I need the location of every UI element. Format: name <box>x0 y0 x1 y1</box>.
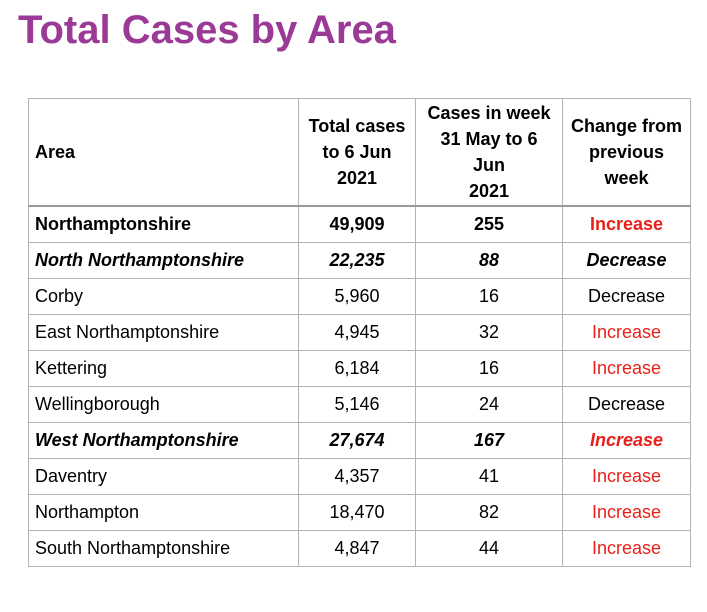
table-row: Kettering 6,184 16 Increase <box>28 350 691 387</box>
cases-in-week-cell: 16 <box>415 278 563 315</box>
table-row: East Northamptonshire 4,945 32 Increase <box>28 314 691 351</box>
change-cell: Decrease <box>562 242 691 279</box>
table-row: Northamptonshire 49,909 255 Increase <box>28 205 691 243</box>
cases-table: Area Total cases to 6 Jun 2021 Cases in … <box>28 98 691 567</box>
change-cell: Increase <box>562 314 691 351</box>
area-cell: North Northamptonshire <box>28 242 299 279</box>
area-cell: Daventry <box>28 458 299 495</box>
change-cell: Decrease <box>562 278 691 315</box>
header-week-line2: 31 May to 6 Jun <box>440 129 538 175</box>
cases-in-week-cell: 24 <box>415 386 563 423</box>
total-cases-cell: 27,674 <box>298 422 416 459</box>
table-header-row: Area Total cases to 6 Jun 2021 Cases in … <box>28 98 691 207</box>
total-cases-cell: 18,470 <box>298 494 416 531</box>
cases-in-week-cell: 255 <box>415 205 563 243</box>
header-week-line1: Cases in week <box>427 103 551 123</box>
header-change-line2: previous <box>588 142 665 162</box>
table-row: Northampton 18,470 82 Increase <box>28 494 691 531</box>
header-cases-in-week: Cases in week 31 May to 6 Jun 2021 <box>415 98 563 207</box>
total-cases-cell: 22,235 <box>298 242 416 279</box>
page-title: Total Cases by Area <box>18 8 396 52</box>
change-cell: Increase <box>562 422 691 459</box>
area-cell: Kettering <box>28 350 299 387</box>
header-change: Change from previous week <box>562 98 691 207</box>
area-cell: Wellingborough <box>28 386 299 423</box>
header-change-line1: Change from <box>570 116 682 136</box>
total-cases-cell: 4,847 <box>298 530 416 567</box>
table-row: Daventry 4,357 41 Increase <box>28 458 691 495</box>
change-cell: Increase <box>562 494 691 531</box>
change-cell: Increase <box>562 530 691 567</box>
total-cases-cell: 4,357 <box>298 458 416 495</box>
cases-in-week-cell: 82 <box>415 494 563 531</box>
header-total-line1: Total cases <box>308 116 406 136</box>
total-cases-cell: 6,184 <box>298 350 416 387</box>
total-cases-cell: 49,909 <box>298 205 416 243</box>
cases-in-week-cell: 16 <box>415 350 563 387</box>
area-cell: Corby <box>28 278 299 315</box>
change-cell: Increase <box>562 205 691 243</box>
header-area: Area <box>28 98 299 207</box>
table-row: Corby 5,960 16 Decrease <box>28 278 691 315</box>
cases-in-week-cell: 167 <box>415 422 563 459</box>
table-row: South Northamptonshire 4,847 44 Increase <box>28 530 691 567</box>
cases-in-week-cell: 41 <box>415 458 563 495</box>
change-cell: Decrease <box>562 386 691 423</box>
header-week-line3: 2021 <box>468 181 510 201</box>
area-cell: Northamptonshire <box>28 205 299 243</box>
header-total-line3: 2021 <box>336 168 378 188</box>
cases-in-week-cell: 88 <box>415 242 563 279</box>
table-row: Wellingborough 5,146 24 Decrease <box>28 386 691 423</box>
header-area-label: Area <box>35 142 76 162</box>
header-change-line3: week <box>604 168 649 188</box>
header-total-line2: to 6 Jun <box>322 142 392 162</box>
total-cases-cell: 5,960 <box>298 278 416 315</box>
change-cell: Increase <box>562 350 691 387</box>
table-row: North Northamptonshire 22,235 88 Decrease <box>28 242 691 279</box>
cases-in-week-cell: 44 <box>415 530 563 567</box>
total-cases-cell: 5,146 <box>298 386 416 423</box>
header-total-cases: Total cases to 6 Jun 2021 <box>298 98 416 207</box>
total-cases-cell: 4,945 <box>298 314 416 351</box>
area-cell: Northampton <box>28 494 299 531</box>
area-cell: South Northamptonshire <box>28 530 299 567</box>
area-cell: East Northamptonshire <box>28 314 299 351</box>
area-cell: West Northamptonshire <box>28 422 299 459</box>
cases-in-week-cell: 32 <box>415 314 563 351</box>
table-row: West Northamptonshire 27,674 167 Increase <box>28 422 691 459</box>
change-cell: Increase <box>562 458 691 495</box>
